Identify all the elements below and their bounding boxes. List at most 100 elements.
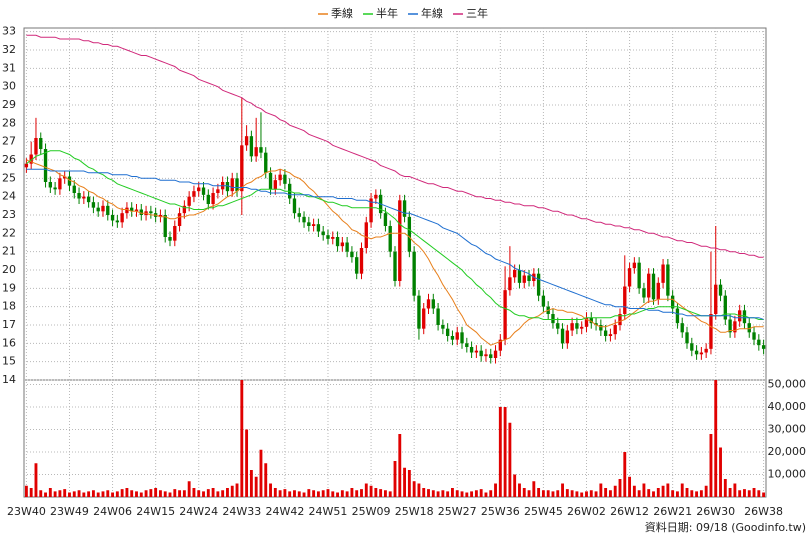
volume-bar bbox=[388, 491, 392, 497]
candle-body bbox=[647, 273, 651, 298]
volume-bar bbox=[642, 483, 646, 497]
candle-body bbox=[517, 270, 522, 283]
candle-body bbox=[402, 200, 407, 217]
volume-bar bbox=[216, 491, 220, 497]
volume-bar bbox=[628, 476, 632, 497]
volume-bar bbox=[652, 491, 655, 497]
candle-body bbox=[699, 352, 704, 355]
y-tick-label: 17 bbox=[2, 318, 16, 331]
volume-bar bbox=[743, 489, 746, 497]
volume-bar bbox=[87, 491, 91, 497]
y-tick-label: 25 bbox=[2, 171, 16, 184]
candle-body bbox=[551, 314, 555, 324]
y-tick-label: 16 bbox=[2, 336, 16, 349]
candle-body bbox=[761, 345, 766, 349]
candle-body bbox=[302, 216, 306, 223]
volume-bar bbox=[355, 490, 359, 497]
candle-body bbox=[623, 286, 627, 314]
candle-body bbox=[570, 323, 574, 331]
volume-bar bbox=[360, 489, 363, 497]
candle-body bbox=[297, 213, 301, 217]
volume-bar bbox=[206, 489, 210, 497]
candle-body bbox=[230, 178, 234, 192]
volume-bar bbox=[666, 483, 670, 497]
candle-body bbox=[393, 251, 397, 281]
candle-body bbox=[259, 147, 263, 153]
candle-body bbox=[728, 319, 732, 333]
volume-bar bbox=[570, 490, 574, 497]
volume-bar bbox=[546, 490, 550, 497]
candle-body bbox=[316, 224, 321, 232]
volume-bar bbox=[632, 485, 636, 497]
volume-bar bbox=[608, 490, 612, 497]
volume-bar bbox=[350, 488, 354, 497]
volume-tick-label: 20,000 bbox=[768, 445, 807, 458]
volume-bar bbox=[661, 485, 665, 497]
y-tick-label: 22 bbox=[2, 226, 16, 239]
volume-bar bbox=[714, 380, 718, 497]
y-tick-label: 27 bbox=[2, 135, 16, 148]
volume-bar bbox=[202, 491, 205, 497]
candle-body bbox=[445, 328, 450, 336]
candle-body bbox=[594, 323, 598, 325]
x-tick-label: 25W27 bbox=[438, 505, 477, 518]
legend-label: 年線 bbox=[421, 6, 443, 20]
candle-body bbox=[130, 207, 134, 212]
volume-bar bbox=[403, 467, 407, 497]
candle-body bbox=[690, 343, 694, 351]
y-tick-label: 26 bbox=[2, 153, 16, 166]
volume-bar bbox=[436, 491, 440, 497]
volume-bar bbox=[383, 490, 387, 497]
candle-body bbox=[388, 226, 392, 252]
candle-body bbox=[149, 211, 153, 214]
candle-body bbox=[331, 237, 335, 239]
x-tick-label: 23W40 bbox=[7, 505, 46, 518]
volume-tick-label: 30,000 bbox=[768, 423, 807, 436]
candle-body bbox=[187, 196, 191, 206]
y-tick-label: 19 bbox=[2, 281, 16, 294]
candle-body bbox=[197, 187, 201, 192]
x-tick-label: 24W24 bbox=[179, 505, 218, 518]
volume-bar bbox=[278, 490, 282, 497]
candle-body bbox=[436, 308, 440, 325]
candle-body bbox=[264, 152, 268, 173]
volume-bar bbox=[427, 489, 430, 497]
volume-bar bbox=[441, 490, 445, 497]
candle-body bbox=[469, 347, 474, 353]
candle-body bbox=[91, 202, 96, 208]
candle-body bbox=[192, 191, 196, 197]
candle-body bbox=[101, 205, 105, 212]
volume-bar bbox=[513, 474, 517, 497]
volume-bar bbox=[178, 490, 182, 497]
volume-bar bbox=[72, 491, 76, 497]
volume-bar bbox=[331, 491, 335, 497]
candle-body bbox=[431, 299, 435, 309]
candle-body bbox=[225, 182, 230, 192]
candle-body bbox=[460, 332, 464, 344]
volume-bar bbox=[594, 491, 598, 497]
candle-body bbox=[613, 325, 617, 335]
volume-bar bbox=[685, 488, 689, 497]
candle-body bbox=[670, 295, 675, 309]
candle-body bbox=[335, 237, 340, 247]
volume-tick-label: 40,000 bbox=[768, 400, 807, 413]
candle-body bbox=[422, 308, 426, 329]
volume-bar bbox=[120, 489, 124, 497]
volume-bar bbox=[580, 492, 584, 497]
volume-bar bbox=[422, 488, 426, 497]
volume-bar bbox=[326, 489, 330, 497]
candle-body bbox=[340, 242, 345, 247]
ma-line bbox=[26, 159, 764, 346]
candle-body bbox=[541, 295, 546, 307]
candle-body bbox=[412, 251, 416, 296]
volume-bar bbox=[364, 483, 368, 497]
volume-tick-label: 50,000 bbox=[768, 378, 807, 391]
legend-label: 半年 bbox=[376, 6, 398, 20]
volume-bar bbox=[273, 488, 277, 497]
candle-body bbox=[24, 163, 29, 168]
volume-bar bbox=[240, 380, 244, 497]
volume-bar bbox=[340, 490, 344, 497]
volume-bar bbox=[39, 490, 43, 497]
candle-body bbox=[632, 262, 637, 269]
candle-body bbox=[465, 343, 469, 347]
